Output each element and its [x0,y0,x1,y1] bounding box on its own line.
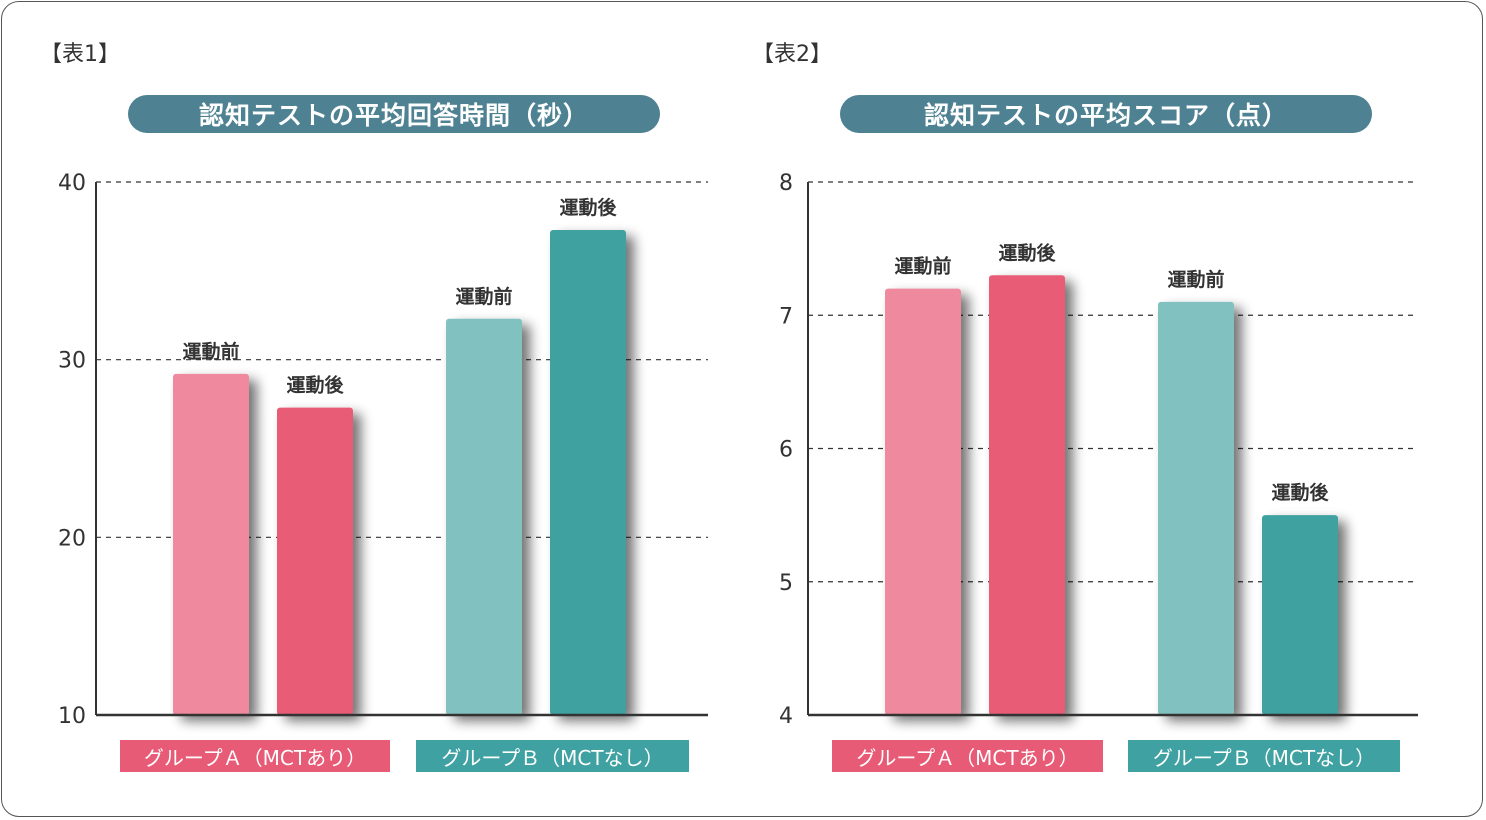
panel-label-2: 【表2】 [752,42,832,67]
bar-label: 運動前 [894,255,951,278]
bar [173,373,249,715]
bar [446,318,522,715]
group-label-b-chart-2: グループＢ（MCTなし） [1128,740,1400,772]
bar-label: 運動前 [1167,268,1224,291]
bar-label: 運動前 [455,285,512,308]
bar-label: 運動後 [998,241,1056,264]
bar [885,288,961,715]
chart-title-2: 認知テストの平均スコア（点） [840,95,1372,133]
y-tick-label: 30 [58,349,86,374]
y-tick-label: 6 [779,438,793,463]
group-label-b-chart-1: グループＢ（MCTなし） [416,740,689,772]
y-tick-label: 40 [58,171,86,196]
y-tick-label: 5 [779,571,793,596]
bar [277,407,353,715]
bar [550,229,626,715]
bar-label: 運動後 [1271,481,1329,504]
bar-label: 運動前 [182,340,239,363]
bar [1262,515,1338,715]
bar [1158,301,1234,715]
y-tick-label: 7 [779,304,793,329]
y-tick-label: 10 [58,704,86,729]
bar-label: 運動後 [559,196,617,219]
bar [989,275,1065,715]
bar-label: 運動後 [286,374,344,397]
chart-title-1: 認知テストの平均回答時間（秒） [128,95,660,133]
y-tick-label: 8 [779,171,793,196]
group-label-a-chart-1: グループＡ（MCTあり） [120,740,390,772]
panel-label-1: 【表1】 [40,42,120,67]
group-label-a-chart-2: グループＡ（MCTあり） [832,740,1103,772]
y-tick-label: 4 [779,704,793,729]
y-tick-label: 20 [58,526,86,551]
